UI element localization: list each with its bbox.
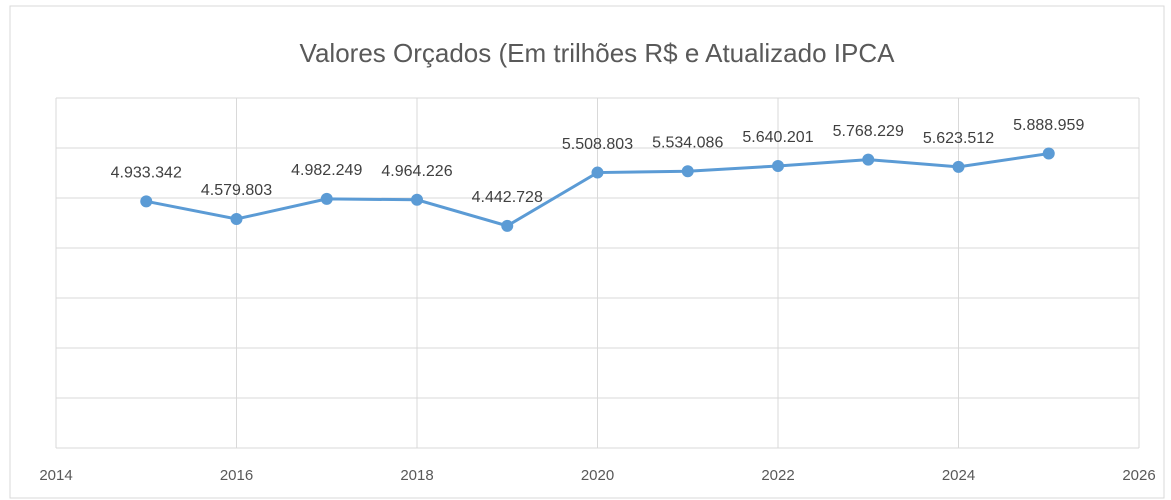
- data-point: [140, 195, 153, 208]
- x-tick-label: 2022: [761, 467, 794, 484]
- data-point: [320, 192, 333, 205]
- x-tick-label: 2024: [942, 467, 975, 484]
- data-point: [772, 159, 784, 172]
- data-label: 5.508.803: [562, 136, 633, 153]
- data-label: 5.888.959: [1013, 117, 1084, 134]
- x-tick-label: 2018: [400, 467, 433, 484]
- data-point: [681, 165, 694, 178]
- data-label: 5.640.201: [742, 129, 813, 146]
- data-label: 4.964.226: [381, 163, 452, 180]
- x-tick-label: 2026: [1122, 467, 1155, 484]
- data-label: 4.933.342: [111, 165, 182, 182]
- data-label: 5.623.512: [923, 130, 994, 147]
- x-tick-label: 2020: [581, 467, 614, 484]
- data-point: [1042, 147, 1055, 160]
- data-label: 5.768.229: [833, 123, 904, 140]
- data-label: 5.534.086: [652, 135, 723, 152]
- data-label: 4.982.249: [291, 162, 362, 179]
- x-tick-label: 2014: [39, 467, 72, 484]
- data-point: [501, 219, 514, 232]
- chart-title: Valores Orçados (Em trilhões R$ e Atuali…: [300, 38, 896, 68]
- data-point: [862, 153, 875, 166]
- x-tick-label: 2016: [220, 467, 253, 484]
- data-label: 4.442.728: [472, 189, 543, 206]
- data-point: [591, 166, 604, 179]
- data-point: [230, 213, 243, 226]
- chart-border: [9, 5, 1165, 499]
- data-point: [411, 193, 423, 206]
- data-point: [952, 160, 965, 173]
- data-label: 4.579.803: [201, 182, 272, 199]
